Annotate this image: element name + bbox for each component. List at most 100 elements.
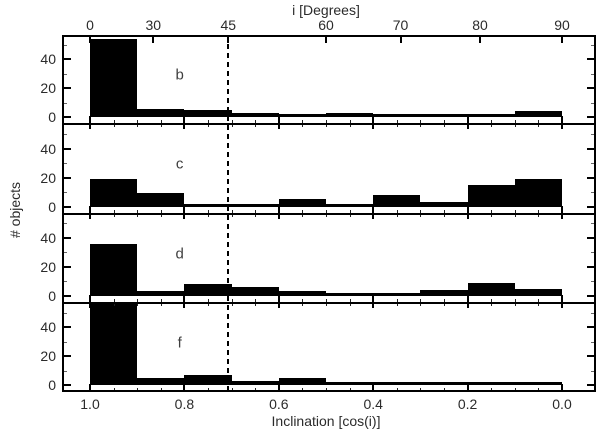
top-tick-label: 45 <box>220 17 237 33</box>
top-degree-tick <box>152 35 155 43</box>
x-minor-tick <box>208 298 209 303</box>
x-minor-tick <box>491 120 493 125</box>
x-major-tick-top <box>466 302 469 308</box>
x-minor-tick <box>160 298 162 303</box>
y-minor-tick <box>62 370 67 372</box>
x-minor-tick-top <box>444 124 445 128</box>
y-minor-tick <box>62 252 67 254</box>
x-minor-tick-top <box>444 213 445 217</box>
x-minor-tick-top <box>396 213 398 217</box>
top-degree-tick <box>479 35 482 43</box>
bottom-tick-label: 1.0 <box>80 396 100 412</box>
x-minor-tick-top <box>208 302 209 306</box>
y-minor-tick <box>591 370 596 372</box>
bar-f-bin1 <box>137 377 185 385</box>
x-minor-tick <box>231 209 233 214</box>
top-tick-label: 90 <box>554 17 570 33</box>
x-major-tick-top <box>89 124 91 130</box>
top-degree-tick <box>399 35 402 43</box>
x-minor-tick-top <box>113 124 115 128</box>
top-degree-tick <box>325 35 327 43</box>
y-minor-tick <box>591 281 596 283</box>
x-minor-tick-top <box>349 124 351 128</box>
x-minor-tick-top <box>137 213 139 217</box>
x-minor-tick-top <box>208 213 209 217</box>
x-minor-tick <box>208 120 209 125</box>
y-major-tick <box>587 236 596 239</box>
y-major-tick <box>587 326 596 328</box>
x-minor-tick-top <box>137 302 139 306</box>
x-major-tick-top <box>89 213 91 219</box>
x-minor-tick-top <box>255 213 257 217</box>
y-tick-label: 20 <box>40 169 56 186</box>
y-minor-tick <box>591 102 596 104</box>
y-tick-label: 0 <box>48 198 56 215</box>
x-major-tick <box>89 205 91 214</box>
y-tick-label: 40 <box>40 51 56 68</box>
bar-b-bin1 <box>137 108 185 118</box>
x-minor-tick <box>137 298 139 303</box>
x-major-tick <box>277 384 280 392</box>
x-major-tick <box>561 384 563 392</box>
x-minor-tick <box>538 120 540 125</box>
bar-d-bin8 <box>467 282 515 296</box>
histogram-baseline <box>90 203 562 207</box>
x-major-tick <box>183 116 186 125</box>
y-major-tick <box>587 265 596 268</box>
x-major-tick <box>372 384 375 392</box>
x-major-tick <box>89 116 91 125</box>
bottom-tick-label: 0.6 <box>269 396 289 412</box>
x-major-tick-top <box>372 302 375 308</box>
y-major-tick <box>587 58 596 61</box>
x-minor-tick <box>326 120 327 125</box>
x-minor-tick-top <box>326 124 327 128</box>
y-minor-tick <box>62 44 67 46</box>
y-tick-label: 20 <box>40 348 56 364</box>
y-major-tick <box>62 116 71 119</box>
y-minor-tick <box>591 163 596 164</box>
x-major-tick-top <box>183 124 186 130</box>
bar-b-bin2 <box>184 110 232 118</box>
x-minor-tick <box>444 209 445 214</box>
y-minor-tick <box>591 192 596 193</box>
plot-frame: b c d f <box>62 35 596 392</box>
x-minor-tick <box>137 209 139 214</box>
y-major-tick <box>62 294 71 297</box>
y-minor-tick <box>62 312 67 314</box>
bar-c-bin4 <box>278 199 326 207</box>
x-minor-tick-top <box>160 213 162 217</box>
x-minor-tick <box>326 209 327 214</box>
y-tick-label: 40 <box>40 319 56 335</box>
x-minor-tick <box>396 120 398 125</box>
x-major-tick <box>183 384 186 392</box>
x-minor-tick <box>538 298 540 303</box>
x-minor-tick-top <box>160 124 162 128</box>
y-minor-tick <box>62 223 67 225</box>
top-tick-label: 30 <box>145 17 162 33</box>
bar-f-bin4 <box>278 377 326 385</box>
y-major-tick <box>62 265 71 268</box>
y-minor-tick <box>591 44 596 46</box>
panel-label-d: d <box>175 245 184 263</box>
x-major-tick <box>466 116 469 125</box>
bar-d-bin9 <box>514 288 562 296</box>
x-minor-tick-top <box>514 124 516 128</box>
x-major-tick <box>561 294 563 303</box>
bar-c-bin6 <box>373 194 421 207</box>
y-tick-label: 20 <box>40 258 56 275</box>
x-minor-tick <box>302 209 304 214</box>
x-major-tick-top <box>277 213 280 219</box>
x-major-tick-top <box>277 302 280 308</box>
y-minor-tick <box>62 102 67 104</box>
y-major-tick <box>587 147 596 150</box>
top-tick-label: 0 <box>86 17 94 33</box>
panel-label-c: c <box>175 155 184 173</box>
x-minor-tick-top <box>302 124 304 128</box>
x-major-tick-top <box>561 302 563 308</box>
bar-c-bin8 <box>467 184 515 207</box>
bar-f-bin0 <box>90 303 138 385</box>
bar-c-bin9 <box>514 178 562 207</box>
x-minor-tick <box>113 120 115 125</box>
x-major-tick <box>372 294 375 303</box>
x-major-tick <box>89 294 91 303</box>
